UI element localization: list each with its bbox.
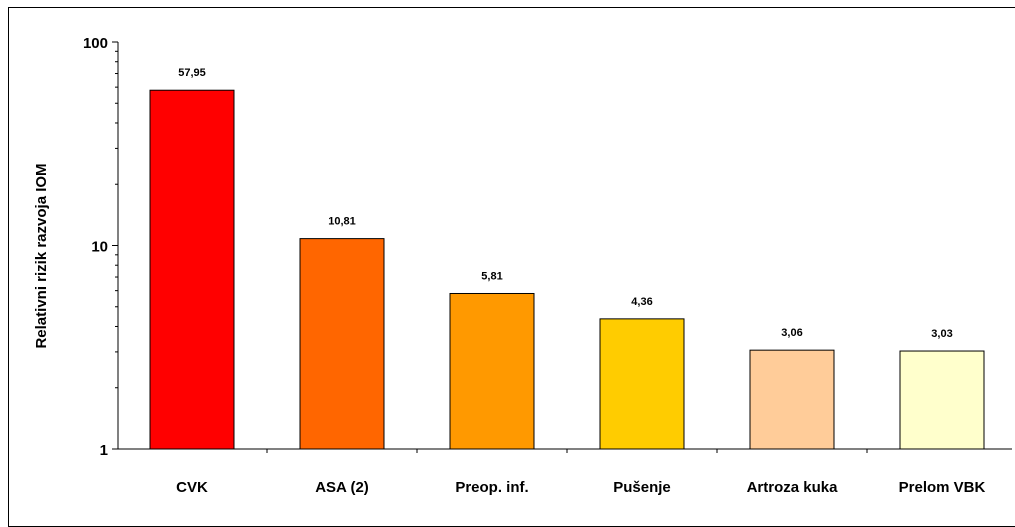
data-label: 4,36	[631, 296, 652, 308]
y-tick-label: 1	[100, 442, 108, 459]
data-label: 57,95	[178, 67, 206, 79]
plot-area: 1 10 100 57,95 CVK 10,81 ASA (2) 5,81 Preop. inf…	[83, 35, 1012, 496]
category-label: Preop. inf.	[455, 479, 528, 496]
data-label: 10,81	[328, 216, 356, 228]
bar	[899, 350, 985, 450]
y-axis-label: Relativni rizik razvoja IOM	[33, 163, 50, 348]
bar	[149, 89, 235, 450]
bar	[599, 318, 685, 450]
category-label: Prelom VBK	[899, 479, 986, 496]
category-label: CVK	[176, 479, 208, 496]
category-label: Artroza kuka	[747, 479, 839, 496]
category-label: Pušenje	[613, 479, 671, 496]
bar	[749, 349, 835, 450]
data-label: 3,03	[931, 328, 952, 340]
data-label: 3,06	[781, 327, 802, 339]
bar	[299, 238, 385, 450]
bar	[449, 292, 535, 450]
category-label: ASA (2)	[315, 479, 369, 496]
bar-chart: 1 10 100 57,95 CVK 10,81 ASA (2) 5,81 Preop. inf…	[33, 35, 1012, 496]
y-tick-label: 100	[83, 35, 108, 52]
y-tick-label: 10	[91, 239, 108, 256]
data-label: 5,81	[481, 270, 502, 282]
